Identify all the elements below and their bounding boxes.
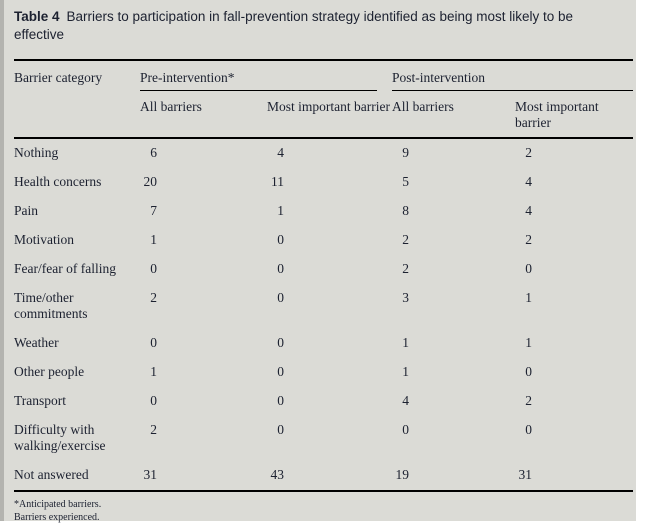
cell-value: 31 [518, 467, 533, 482]
table-row: Transport 0 0 4 2 [14, 387, 633, 416]
cell-value: 1 [402, 364, 410, 379]
cell-value: 2 [150, 290, 157, 305]
table-caption-text: Barriers to participation in fall-preven… [14, 9, 574, 42]
cell-value: 19 [395, 467, 410, 482]
table-row: Weather 0 0 1 1 [14, 329, 633, 358]
cell-value: 4 [402, 393, 410, 408]
row-category: Nothing [14, 145, 59, 160]
table-footnotes: *Anticipated barriers. Barriers experien… [14, 498, 633, 524]
cell-value: 3 [402, 290, 410, 305]
table-caption: Table 4 Barriers to participation in fall… [14, 8, 620, 44]
row-category: Health concerns [14, 174, 102, 189]
cell-value: 0 [277, 335, 284, 350]
cell-value: 1 [150, 232, 157, 247]
cell-value: 1 [402, 335, 410, 350]
cell-value: 8 [402, 203, 410, 218]
row-category: Time/other commitments [14, 290, 88, 321]
footnote-barriers-experienced: Barriers experienced. [14, 512, 100, 523]
cell-value: 1 [525, 290, 533, 305]
table-row: Motivation 1 0 2 2 [14, 226, 633, 255]
row-category: Weather [14, 335, 59, 350]
footnote-anticipated-barriers: *Anticipated barriers. [14, 499, 102, 510]
barriers-table: Barrier category Pre-intervention* Post-… [14, 59, 634, 492]
row-category: Other people [14, 364, 85, 379]
row-category: Pain [14, 203, 39, 218]
cell-value: 0 [277, 290, 284, 305]
cell-value: 6 [150, 145, 157, 160]
cell-value: 2 [402, 232, 410, 247]
column-header-barrier-category: Barrier category [14, 60, 140, 139]
cell-value: 20 [143, 174, 158, 189]
cell-value: 4 [525, 203, 533, 218]
sub-header-row: All barriers Most important barrier All … [14, 91, 634, 139]
cell-value: 0 [150, 393, 157, 408]
column-header-all-barriers-post: All barriers [392, 91, 516, 139]
column-group-post-intervention: Post-intervention [392, 60, 634, 91]
table-row: Difficulty with walking/exercise 2 0 0 0 [14, 416, 633, 461]
column-group-post-intervention-label: Post-intervention [392, 70, 634, 91]
column-header-all-barriers-pre: All barriers [140, 91, 267, 139]
cell-value: 4 [525, 174, 533, 189]
cell-value: 1 [525, 335, 533, 350]
table-row: Fear/fear of falling 0 0 2 0 [14, 255, 633, 284]
cell-value: 0 [402, 422, 410, 437]
row-category: Fear/fear of falling [14, 261, 116, 276]
table-row: Other people 1 0 1 0 [14, 358, 633, 387]
cell-value: 0 [525, 364, 533, 379]
cell-value: 5 [402, 174, 410, 189]
cell-value: 0 [277, 393, 284, 408]
column-group-pre-intervention: Pre-intervention* [140, 60, 392, 91]
cell-value: 0 [525, 422, 533, 437]
table-row: Nothing 6 4 9 2 [14, 138, 633, 168]
table-row: Pain 7 1 8 4 [14, 197, 633, 226]
cell-value: 4 [277, 145, 284, 160]
cell-value: 0 [277, 261, 284, 276]
table-number-label: Table 4 [14, 9, 60, 24]
cell-value: 9 [402, 145, 410, 160]
row-category: Transport [14, 393, 67, 408]
cell-value: 0 [150, 261, 157, 276]
cell-value: 1 [150, 364, 157, 379]
column-header-most-important-post: Most important barrier [515, 91, 634, 139]
cell-value: 0 [150, 335, 157, 350]
column-header-most-important-pre: Most important barrier [267, 91, 393, 139]
column-group-pre-intervention-label: Pre-intervention* [140, 70, 378, 91]
cell-value: 0 [277, 422, 284, 437]
cell-value: 7 [150, 203, 157, 218]
cell-value: 0 [525, 261, 533, 276]
cell-value: 43 [270, 467, 285, 482]
cell-value: 1 [277, 203, 284, 218]
row-category: Difficulty with walking/exercise [14, 422, 106, 453]
page-background: Table 4 Barriers to participation in fall… [4, 0, 636, 524]
cell-value: 0 [277, 232, 284, 247]
table-row: Health concerns 20 11 5 4 [14, 168, 633, 197]
cell-value: 11 [271, 174, 284, 189]
page-edge-strip [0, 0, 4, 521]
cell-value: 2 [402, 261, 410, 276]
row-category: Motivation [14, 232, 74, 247]
table-row: Time/other commitments 2 0 3 1 [14, 284, 633, 329]
cell-value: 2 [150, 422, 157, 437]
cell-value: 2 [525, 232, 533, 247]
table-container: Barrier category Pre-intervention* Post-… [14, 59, 634, 524]
group-header-row: Barrier category Pre-intervention* Post-… [14, 60, 634, 139]
cell-value: 31 [143, 467, 158, 482]
cell-value: 0 [277, 364, 284, 379]
row-category: Not answered [14, 461, 140, 492]
table-row: Not answered 31 43 19 31 [14, 461, 634, 492]
cell-value: 2 [525, 393, 533, 408]
cell-value: 2 [525, 145, 533, 160]
